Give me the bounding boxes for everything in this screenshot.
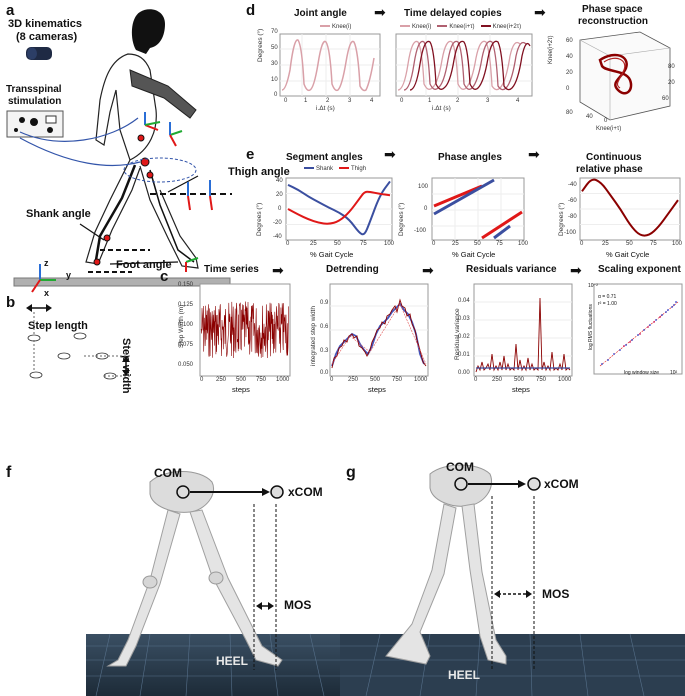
mos-label-g: MOS (542, 587, 570, 601)
arrow-icon: ➡ (570, 262, 582, 278)
stimulator-device (6, 110, 64, 138)
c-y4: log RMS fluctuations (588, 304, 594, 350)
skeleton-scene-g (340, 464, 685, 696)
d-x3-label: Knee(i+τ) (596, 126, 622, 132)
d-xlabel-2: i.Δt (s) (432, 105, 451, 112)
d-z-label: Knee(i+2τ) (548, 35, 554, 64)
foot-angle-label: Foot angle (116, 259, 172, 271)
stim-label-2: stimulation (8, 96, 62, 107)
com-label-f: COM (154, 466, 182, 480)
axis-y-label: y (66, 270, 72, 280)
arrow-icon: ➡ (272, 262, 284, 278)
d-ylabel: Degrees (°) (257, 28, 264, 62)
series-line-thigh (287, 190, 391, 225)
c-residuals-plot (473, 283, 573, 377)
e-xlabel-1: % Gait Cycle (310, 250, 354, 259)
xcom-label-f: xCOM (288, 485, 323, 499)
c-xlabel-1: steps (232, 385, 250, 394)
legend-shank: Shank (316, 166, 334, 172)
e-legend: Shank Thigh (304, 166, 366, 172)
axis-x-label: x (44, 288, 50, 298)
arrow-icon: ➡ (534, 4, 546, 20)
c-xlabel-2: steps (368, 385, 386, 394)
c-x4: log window size (624, 370, 660, 376)
series-line-crp (581, 178, 679, 237)
d-title-phase-space-2: reconstruction (578, 16, 649, 27)
heel-label-f: HEEL (216, 654, 249, 668)
c-title-time-series: Time series (204, 264, 259, 275)
panel-label-c: c (160, 268, 169, 285)
c-time-series-plot (199, 283, 291, 377)
c-alpha: α = 0.71 (598, 294, 617, 300)
legend-knee-i: Knee(i) (332, 24, 352, 30)
c-scaling-plot (593, 283, 683, 375)
legend-knee-i-tau: Knee(i+τ) (449, 24, 475, 30)
legend-knee-i-2tau: Knee(i+2τ) (492, 24, 522, 30)
panel-label-d: d (246, 2, 256, 19)
d-title-phase-space-1: Phase space (582, 4, 643, 15)
e-title-crp-2: relative phase (576, 164, 643, 175)
c-exp-top: 10⁻² (588, 283, 598, 289)
cameras-label: (8 cameras) (16, 31, 78, 43)
e-xlabel-2: % Gait Cycle (452, 250, 496, 259)
kinematics-label: 3D kinematics (8, 18, 82, 30)
e-title-phase: Phase angles (438, 152, 502, 163)
legend-knee-i: Knee(i) (412, 24, 432, 30)
d-joint-angle-plot (279, 33, 381, 97)
e-title-crp-1: Continuous (586, 152, 642, 163)
e-ylabel-2: Degrees (°) (398, 202, 405, 236)
e-xlabel-3: % Gait Cycle (606, 250, 650, 259)
d-phase-space-cube (579, 31, 671, 121)
arrow-icon: ➡ (384, 146, 396, 162)
d-legend-2: Knee(i) Knee(i+τ) Knee(i+2τ) (400, 24, 521, 30)
time-series-line (200, 301, 289, 359)
thigh-angle-label: Thigh angle (228, 166, 290, 178)
d-title-joint-angle: Joint angle (294, 8, 347, 19)
d-delayed-plot (395, 33, 533, 97)
arrow-icon: ➡ (374, 4, 386, 20)
skeleton-scene-f (86, 471, 340, 696)
panel-label-f: f (6, 464, 12, 481)
e-title-segment: Segment angles (286, 152, 363, 163)
c-xlabel-3: steps (512, 385, 530, 394)
e-crp-plot (579, 177, 681, 241)
c-title-detrending: Detrending (326, 264, 379, 275)
arrow-icon: ➡ (422, 262, 434, 278)
shank-angle-label: Shank angle (26, 208, 91, 220)
panel-label-e: e (246, 146, 255, 163)
walking-figure (13, 9, 232, 293)
d-title-delayed: Time delayed copies (404, 8, 502, 19)
c-title-scaling: Scaling exponent (598, 264, 681, 275)
legend-thigh: Thigh (351, 166, 367, 172)
c-r2: r² = 1.00 (598, 301, 617, 307)
d-legend-1: Knee(i) (320, 24, 351, 30)
e-segment-plot (285, 177, 393, 241)
com-label-g: COM (446, 460, 474, 474)
c-title-residuals: Residuals variance (466, 264, 557, 275)
stim-label-1: Transspinal (6, 84, 62, 95)
footprints-diagram (26, 304, 130, 380)
mos-label-f: MOS (284, 598, 312, 612)
c-detrend-plot (329, 283, 429, 377)
panel-label-b: b (6, 294, 16, 311)
d-xlabel-1: i.Δt (s) (316, 105, 335, 112)
camera-icon (26, 47, 52, 60)
panel-label-a: a (6, 2, 15, 19)
step-length-label: Step length (28, 320, 88, 332)
arrow-icon: ➡ (528, 146, 540, 162)
panel-label-g: g (346, 464, 356, 481)
c-exp-right: 10² (670, 370, 678, 376)
xcom-label-g: xCOM (544, 477, 579, 491)
axis-z-label: z (44, 258, 49, 268)
e-phase-plot (431, 177, 525, 241)
e-ylabel-1: Degrees (°) (256, 202, 263, 236)
heel-label-g: HEEL (448, 668, 481, 682)
c-ylabel-2: integrated step width (310, 306, 317, 366)
